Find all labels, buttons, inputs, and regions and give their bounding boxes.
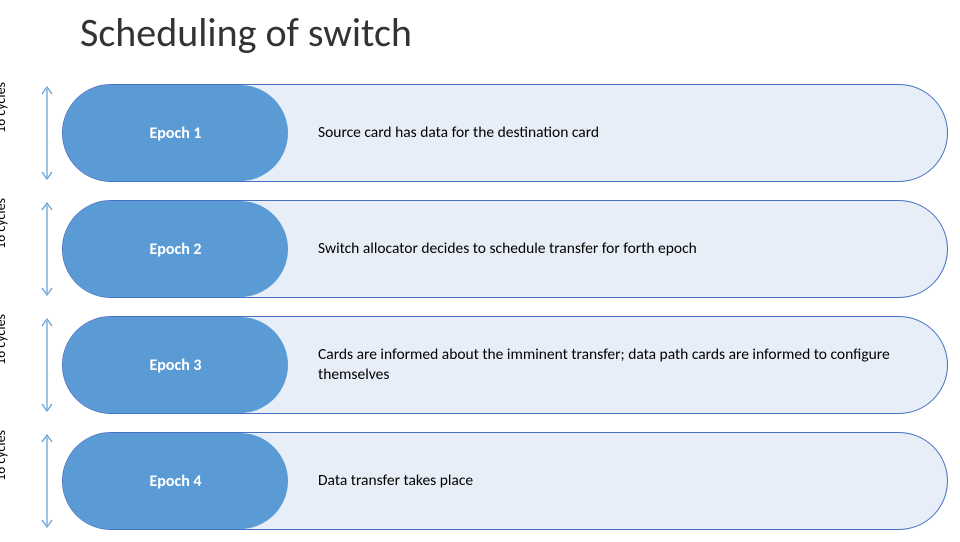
epoch-pill-outer: Epoch 1 Source card has data for the des… — [62, 84, 948, 182]
epoch-description: Data transfer takes place — [288, 463, 947, 499]
rows-container: 16 cycles Epoch 1 Source card has data f… — [18, 78, 948, 542]
arrow-label: 16 cycles — [0, 82, 9, 133]
epoch-badge: Epoch 2 — [63, 201, 288, 297]
arrow-label: 16 cycles — [0, 314, 9, 365]
arrow-column: 16 cycles — [18, 78, 56, 188]
epoch-row: 16 cycles Epoch 4 Data transfer takes pl… — [18, 426, 948, 536]
double-arrow-icon — [40, 200, 54, 298]
epoch-description: Source card has data for the destination… — [288, 115, 947, 151]
epoch-pill-outer: Epoch 2 Switch allocator decides to sche… — [62, 200, 948, 298]
arrow-column: 16 cycles — [18, 310, 56, 420]
double-arrow-icon — [40, 432, 54, 530]
epoch-description: Cards are informed about the imminent tr… — [288, 337, 947, 393]
double-arrow-icon — [40, 84, 54, 182]
epoch-row: 16 cycles Epoch 2 Switch allocator decid… — [18, 194, 948, 304]
epoch-badge: Epoch 3 — [63, 317, 288, 413]
epoch-row: 16 cycles Epoch 1 Source card has data f… — [18, 78, 948, 188]
epoch-badge: Epoch 1 — [63, 85, 288, 181]
epoch-description: Switch allocator decides to schedule tra… — [288, 231, 947, 267]
arrow-label: 16 cycles — [0, 198, 9, 249]
page-title: Scheduling of switch — [80, 8, 412, 57]
epoch-row: 16 cycles Epoch 3 Cards are informed abo… — [18, 310, 948, 420]
arrow-column: 16 cycles — [18, 426, 56, 536]
arrow-label: 16 cycles — [0, 430, 9, 481]
epoch-pill-outer: Epoch 3 Cards are informed about the imm… — [62, 316, 948, 414]
arrow-column: 16 cycles — [18, 194, 56, 304]
epoch-pill-outer: Epoch 4 Data transfer takes place — [62, 432, 948, 530]
epoch-badge: Epoch 4 — [63, 433, 288, 529]
double-arrow-icon — [40, 316, 54, 414]
